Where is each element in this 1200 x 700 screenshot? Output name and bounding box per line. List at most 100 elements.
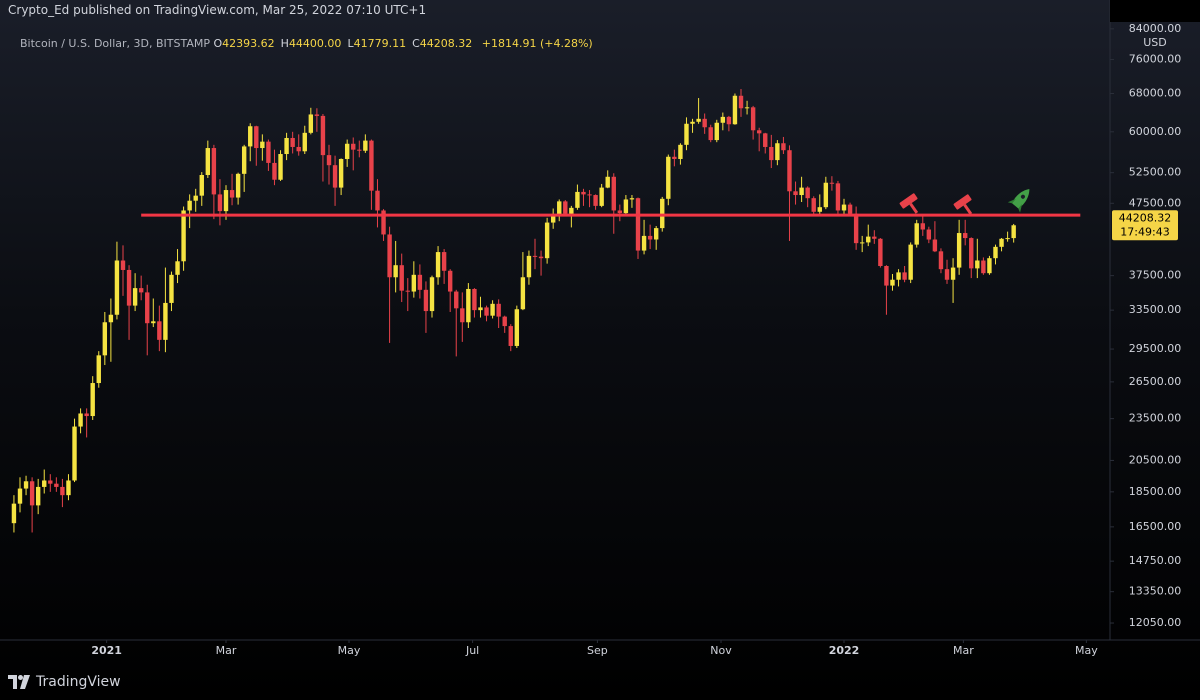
candle-body (417, 274, 423, 290)
y-tick-label: 12050.00 (1129, 616, 1182, 629)
candle-body (902, 272, 907, 280)
candle-body (520, 277, 526, 310)
candle-body (720, 116, 726, 123)
y-tick-label: 76000.00 (1129, 52, 1182, 65)
candle-body (399, 265, 404, 291)
candle-body (17, 488, 23, 504)
candle-body (829, 182, 835, 184)
candle-body (987, 258, 992, 274)
candle-body (550, 215, 556, 223)
candle-body (460, 308, 465, 323)
ohlc-key: H (280, 37, 289, 50)
candle-body (60, 486, 65, 496)
candle-body (320, 115, 326, 156)
price-change: +1814.91 (+4.28%) (481, 37, 593, 50)
candle-body (126, 269, 132, 306)
candle-body (496, 303, 501, 317)
x-tick-label: 2021 (91, 644, 122, 657)
ohlc-values: O42393.62 H44400.00 L41779.11 C44208.32 (213, 37, 478, 50)
candle-body (502, 316, 507, 327)
brand-name: TradingView (36, 674, 121, 690)
candle-body (690, 121, 695, 124)
candle-body (351, 143, 356, 150)
candle-body (975, 260, 980, 269)
candle-body (472, 288, 477, 311)
candle-body (932, 239, 938, 252)
candle-body (205, 148, 211, 176)
candle-body (878, 238, 883, 266)
candle-body (708, 127, 713, 141)
symbol-title: Bitcoin / U.S. Dollar, 3D, BITSTAMP (20, 37, 210, 50)
footer-brand: TradingView (8, 674, 121, 690)
x-tick-label: Mar (216, 644, 237, 657)
candle-body (817, 207, 822, 212)
candle-body (514, 309, 520, 346)
brand-logo (8, 675, 30, 689)
candle-body (962, 233, 968, 239)
publish-header: Crypto_Ed published on TradingView.com, … (8, 3, 427, 17)
candle-body (508, 326, 513, 346)
candle-body (423, 289, 429, 312)
candle-body (441, 252, 447, 271)
candle-body (96, 355, 101, 384)
candle-body (611, 176, 616, 211)
candle-body (241, 146, 247, 174)
candle-body (447, 270, 453, 292)
candle-body (187, 200, 192, 211)
candle-body (835, 183, 841, 211)
candle-body (266, 141, 271, 163)
candle-body (926, 229, 932, 240)
candle-body (781, 143, 786, 151)
y-tick-label: 13350.00 (1129, 585, 1182, 598)
candle-body (775, 143, 780, 161)
candle-body (157, 321, 162, 340)
candle-body (605, 176, 610, 188)
candle-body (787, 150, 792, 192)
candle-body (78, 413, 83, 427)
ohlc-key: C (412, 37, 420, 50)
y-tick-label: 68000.00 (1129, 87, 1182, 100)
candle-body (526, 255, 532, 278)
candle-body (684, 123, 689, 145)
candle-body (981, 260, 986, 274)
ohlc-key: O (213, 37, 223, 50)
candle-body (702, 118, 707, 128)
candle-body (11, 503, 17, 524)
candle-body (411, 274, 417, 292)
countdown-label: 17:49:43 (1120, 225, 1169, 238)
candle-body (993, 246, 998, 259)
candle-body (181, 210, 186, 262)
candle-body (538, 256, 544, 259)
candle-body (896, 272, 901, 280)
candle-body (732, 95, 738, 125)
candle-body (193, 195, 198, 201)
candle-body (623, 199, 629, 214)
candle-body (102, 322, 108, 356)
candle-body (387, 234, 392, 278)
candle-body (575, 191, 580, 208)
candle-body (714, 122, 719, 141)
y-tick-label: 37500.00 (1129, 269, 1182, 282)
currency-label: USD (1143, 36, 1167, 49)
candle-body (332, 165, 338, 188)
candle-body (466, 288, 471, 323)
candle-body (950, 267, 956, 280)
candle-body (569, 207, 574, 214)
candle-body (811, 198, 816, 212)
candle-body (544, 222, 550, 259)
candle-body (581, 191, 586, 195)
candle-body (120, 260, 126, 270)
candle-body (1011, 225, 1016, 239)
candle-body (999, 238, 1004, 247)
candle-body (763, 133, 768, 147)
candle-body (799, 187, 804, 196)
candle-body (884, 265, 889, 286)
candle-body (744, 107, 750, 109)
y-tick-label: 47500.00 (1129, 196, 1182, 209)
candle-body (793, 191, 798, 196)
candle-body (199, 175, 204, 196)
candle-body (132, 288, 138, 306)
candle-body (635, 198, 641, 251)
candle-body (841, 204, 847, 211)
